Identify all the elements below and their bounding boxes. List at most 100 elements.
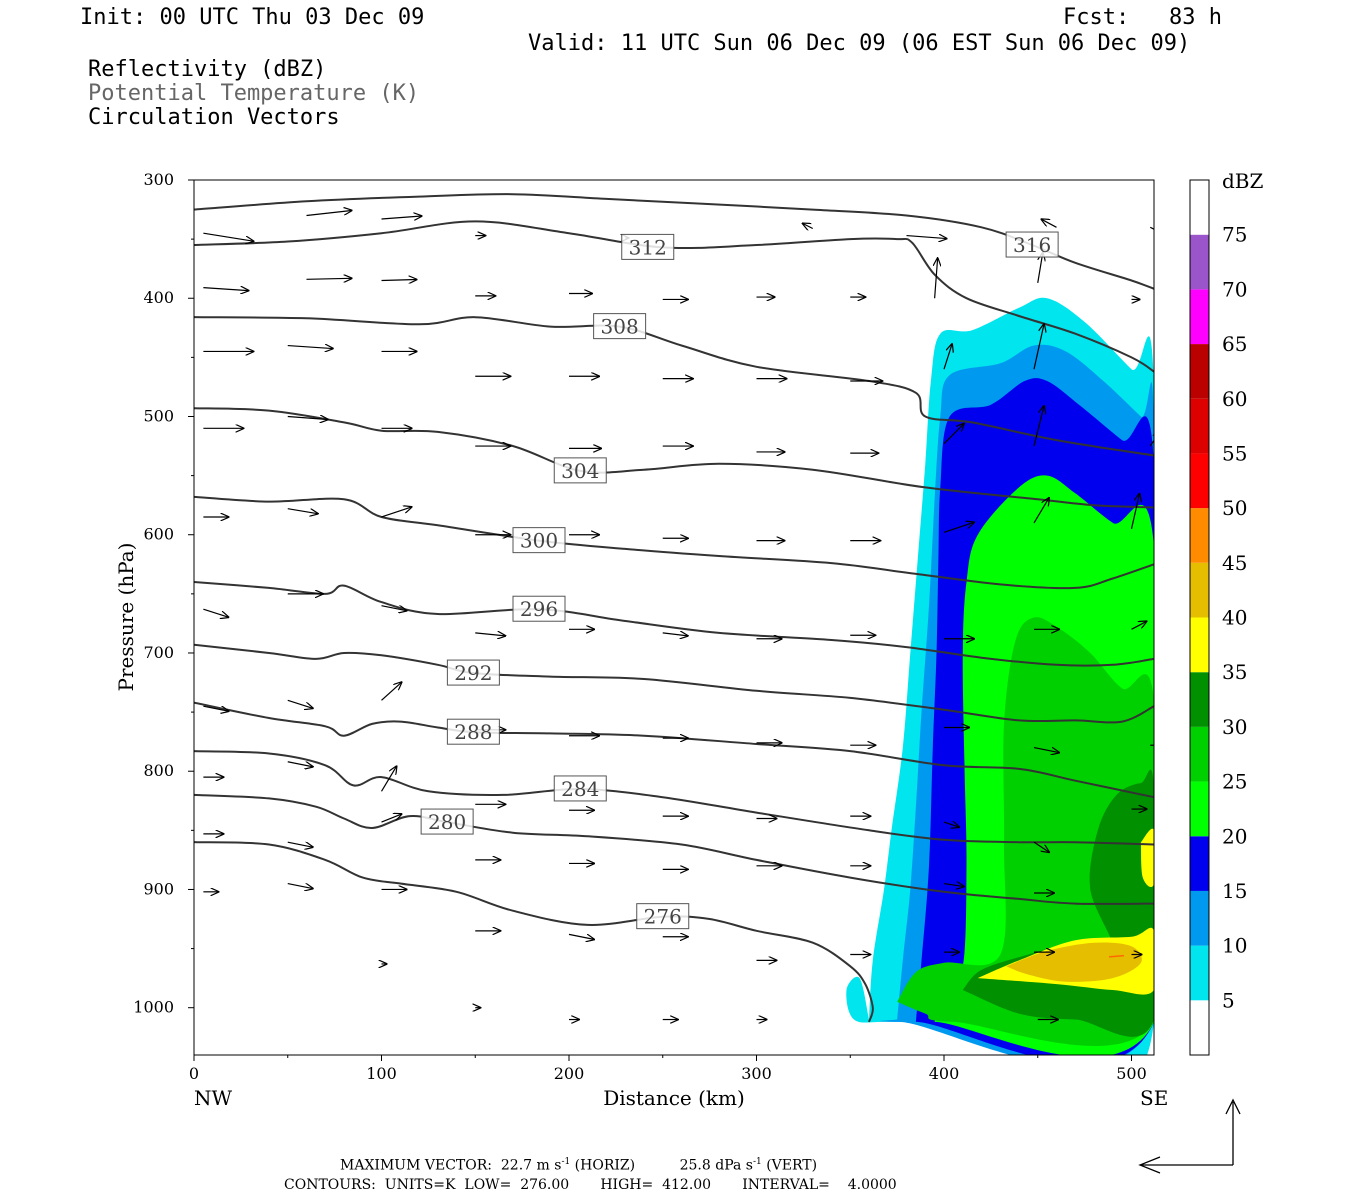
theta-labels: 312 316 308 304 300 296 292 288 284 280 276 bbox=[420, 231, 1059, 930]
wind-vector bbox=[1033, 498, 1049, 524]
wind-vector bbox=[381, 507, 412, 518]
colorbar-frame bbox=[1189, 179, 1210, 1056]
wind-vector bbox=[1033, 324, 1044, 370]
wind-vector bbox=[287, 841, 313, 847]
wind-vector bbox=[287, 761, 313, 767]
wind-vector bbox=[803, 223, 814, 228]
colorbar-swatch bbox=[1190, 344, 1209, 399]
wind-vector bbox=[306, 278, 352, 279]
theta-contour-280 bbox=[194, 793, 1154, 905]
colorbar: 5 10 15 20 25 30 35 40 45 50 55 60 65 70 75 dBZ bbox=[1189, 169, 1264, 1056]
colorbar-swatch bbox=[1190, 836, 1209, 891]
colorbar-swatch bbox=[1190, 562, 1209, 618]
x-right-end-label: SE bbox=[1140, 1086, 1168, 1110]
colorbar-level-label: 60 bbox=[1222, 387, 1247, 411]
ref-horizontal-arrowhead bbox=[1138, 1156, 1161, 1174]
wind-vector bbox=[381, 280, 417, 281]
theta-label-box-316 bbox=[1005, 231, 1059, 258]
wind-vector bbox=[287, 882, 313, 889]
theta-label-box-308 bbox=[593, 313, 647, 340]
colorbar-swatch bbox=[1190, 289, 1209, 345]
colorbar-swatch bbox=[1190, 945, 1209, 1001]
theta-label-box-296 bbox=[512, 595, 566, 622]
theta-label-box-292 bbox=[446, 659, 500, 686]
colorbar-level-label: 25 bbox=[1222, 770, 1247, 794]
field-reflectivity-label: Reflectivity (dBZ) bbox=[88, 57, 327, 82]
theta-contour-288 bbox=[194, 701, 1154, 799]
wind-vector bbox=[935, 258, 938, 299]
y-tick-label: 300 bbox=[143, 170, 174, 189]
axes: 300 400 500 600 700 800 900 1000 0 100 200 300 400 50… bbox=[114, 170, 1168, 1110]
x-left-end-label: NW bbox=[194, 1086, 233, 1110]
reflectivity-region-45-spot bbox=[1108, 954, 1125, 958]
wind-vector bbox=[1033, 746, 1059, 753]
theta-contour-304 bbox=[194, 407, 1154, 509]
colorbar-swatch bbox=[1190, 234, 1209, 290]
y-tick-label: 700 bbox=[143, 643, 174, 662]
colorbar-level-label: 30 bbox=[1222, 715, 1247, 739]
theta-label-312: 312 bbox=[629, 235, 667, 259]
colorbar-swatch bbox=[1190, 180, 1209, 235]
theta-contour-308 bbox=[194, 316, 1154, 457]
reference-vector bbox=[1138, 1098, 1241, 1174]
x-axis-title: Distance (km) bbox=[603, 1086, 745, 1110]
y-axis-title: Pressure (hPa) bbox=[114, 543, 138, 692]
theta-contour-276 bbox=[194, 841, 874, 1023]
wind-vector bbox=[1149, 431, 1154, 447]
reflectivity-region-40 bbox=[1005, 942, 1142, 982]
theta-contour-296 bbox=[194, 581, 1154, 667]
colorbar-swatch bbox=[1190, 1000, 1209, 1055]
wind-vector bbox=[943, 424, 964, 445]
theta-label-316: 316 bbox=[1013, 233, 1051, 257]
colorbar-swatch bbox=[1190, 890, 1209, 946]
wind-vector bbox=[943, 884, 964, 887]
x-tick-label: 200 bbox=[554, 1064, 585, 1083]
wind-vector bbox=[203, 705, 228, 711]
colorbar-level-label: 15 bbox=[1222, 879, 1247, 903]
wind-vector bbox=[381, 605, 407, 611]
x-tick-label: 0 bbox=[189, 1064, 199, 1083]
field-theta-label: Potential Temperature (K) bbox=[88, 81, 420, 106]
wind-vector bbox=[943, 344, 952, 370]
colorbar-level-label: 20 bbox=[1222, 824, 1247, 848]
colorbar-level-label: 10 bbox=[1222, 934, 1247, 958]
colorbar-swatch bbox=[1190, 726, 1209, 782]
colorbar-level-label: 75 bbox=[1222, 223, 1247, 247]
forecast-hour: Fcst: 83 h bbox=[1063, 5, 1222, 30]
exp-1: -1 bbox=[561, 1157, 571, 1167]
reflectivity-fill bbox=[846, 297, 1154, 1055]
theta-label-box-288 bbox=[446, 718, 500, 745]
colorbar-level-label: 50 bbox=[1222, 496, 1247, 520]
theta-label-box-280 bbox=[420, 808, 474, 835]
max-vector-vert-unit: (VERT) bbox=[766, 1157, 818, 1174]
contours-info: CONTOURS: UNITS=K LOW= 276.00 HIGH= 412.… bbox=[284, 1177, 897, 1193]
colorbar-level-label: 65 bbox=[1222, 332, 1247, 356]
theta-label-276: 276 bbox=[644, 905, 682, 929]
valid-time: Valid: 11 UTC Sun 06 Dec 09 (06 EST Sun … bbox=[528, 31, 1191, 56]
theta-label-288: 288 bbox=[454, 720, 492, 744]
x-tick-label: 100 bbox=[366, 1064, 397, 1083]
theta-contour-300 bbox=[194, 495, 1154, 590]
theta-contour-292 bbox=[194, 643, 1154, 724]
exp-2: -1 bbox=[752, 1157, 762, 1167]
wind-vector bbox=[1131, 621, 1147, 630]
wind-vector bbox=[287, 699, 313, 708]
y-tick-label: 800 bbox=[143, 761, 174, 780]
colorbar-level-label: 45 bbox=[1222, 551, 1247, 575]
max-vector-label: MAXIMUM VECTOR: bbox=[340, 1157, 492, 1174]
colorbar-swatch bbox=[1190, 398, 1209, 454]
wind-vector bbox=[381, 682, 402, 701]
colorbar-level-label: 35 bbox=[1222, 660, 1247, 684]
colorbar-swatch bbox=[1190, 617, 1209, 673]
theta-contour-316 bbox=[194, 193, 1154, 290]
theta-label-308: 308 bbox=[601, 315, 639, 339]
y-tick-label: 900 bbox=[143, 879, 174, 898]
colorbar-level-label: 5 bbox=[1222, 988, 1235, 1012]
ref-vertical-arrowhead bbox=[1225, 1098, 1241, 1115]
y-tick-label: 600 bbox=[143, 525, 174, 544]
theta-label-box-312 bbox=[621, 233, 675, 260]
theta-label-280: 280 bbox=[428, 810, 466, 834]
max-vector-line: MAXIMUM VECTOR: 22.7 m s-1 (HORIZ) 25.8 … bbox=[340, 1157, 817, 1174]
wind-vector bbox=[203, 608, 228, 617]
